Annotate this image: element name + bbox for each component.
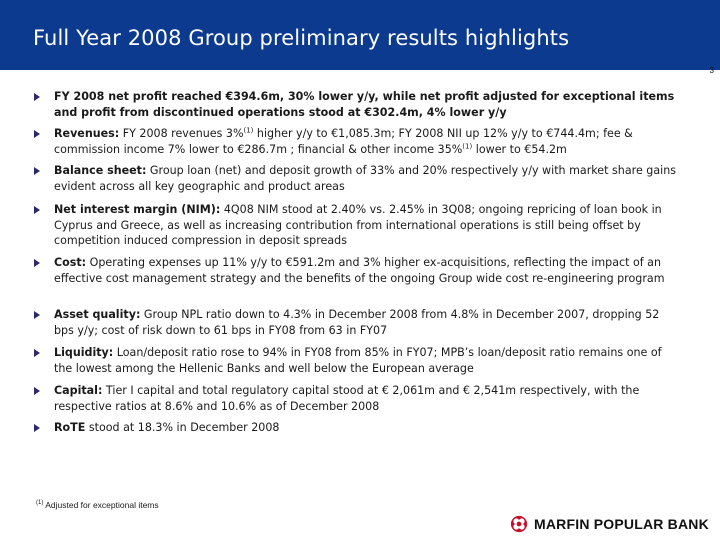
bullet-body: Tier I capital and total regulatory capi… bbox=[54, 384, 640, 413]
bullet-label: Liquidity: bbox=[54, 346, 114, 359]
footnote-text: Adjusted for exceptional items bbox=[43, 500, 159, 510]
footnote-marker: (1) bbox=[36, 500, 44, 507]
bullet-text: Liquidity: Loan/deposit ratio rose to 94… bbox=[54, 345, 682, 376]
bullet-label: Capital: bbox=[54, 384, 103, 397]
bullet-text: Capital: Tier I capital and total regula… bbox=[54, 383, 682, 414]
bullet-body: Group loan (net) and deposit growth of 3… bbox=[54, 164, 677, 193]
bullet-arrow-icon bbox=[34, 130, 40, 138]
footnote-ref: (1) bbox=[243, 126, 254, 135]
bullet-arrow-icon bbox=[34, 311, 40, 319]
bullet-label: Revenues: bbox=[54, 127, 120, 140]
bullet-text: FY 2008 net profit reached €394.6m, 30% … bbox=[54, 89, 682, 120]
bullet-body: stood at 18.3% in December 2008 bbox=[85, 421, 280, 434]
bullet-text: Cost: Operating expenses up 11% y/y to €… bbox=[54, 255, 682, 286]
bullet-label: Net interest margin (NIM): bbox=[54, 203, 221, 216]
bullet-label: Cost: bbox=[54, 256, 87, 269]
footnote-ref: (1) bbox=[462, 141, 473, 150]
bullet-text: RoTE stood at 18.3% in December 2008 bbox=[54, 420, 682, 436]
bullet-balance-sheet: Balance sheet: Group loan (net) and depo… bbox=[34, 163, 682, 194]
bullet-body: FY 2008 revenues 3% bbox=[119, 127, 244, 140]
bullet-net-interest-margin: Net interest margin (NIM): 4Q08 NIM stoo… bbox=[34, 202, 682, 249]
slide-title: Full Year 2008 Group preliminary results… bbox=[33, 26, 570, 50]
bullet-label: FY 2008 net profit reached €394.6m, 30% … bbox=[54, 90, 675, 119]
bullet-text: Balance sheet: Group loan (net) and depo… bbox=[54, 163, 682, 194]
bullet-revenues: Revenues: FY 2008 revenues 3%(1) higher … bbox=[34, 126, 682, 157]
bullet-arrow-icon bbox=[34, 93, 40, 101]
page-number: 3 bbox=[709, 66, 714, 75]
bullet-net-profit: FY 2008 net profit reached €394.6m, 30% … bbox=[34, 89, 682, 120]
logo-text: MARFIN POPULAR BANK bbox=[534, 516, 709, 532]
bullet-text: Asset quality: Group NPL ratio down to 4… bbox=[54, 307, 682, 338]
bullet-text: Revenues: FY 2008 revenues 3%(1) higher … bbox=[54, 126, 682, 157]
bullet-arrow-icon bbox=[34, 206, 40, 214]
bullet-arrow-icon bbox=[34, 424, 40, 432]
bullet-label: RoTE bbox=[54, 421, 86, 434]
bullet-cost: Cost: Operating expenses up 11% y/y to €… bbox=[34, 255, 682, 286]
footnote: (1) Adjusted for exceptional items bbox=[36, 500, 159, 510]
bullet-liquidity: Liquidity: Loan/deposit ratio rose to 94… bbox=[34, 345, 682, 376]
bullet-body: Loan/deposit ratio rose to 94% in FY08 f… bbox=[54, 346, 662, 375]
bullet-arrow-icon bbox=[34, 349, 40, 357]
bullet-body: Group NPL ratio down to 4.3% in December… bbox=[54, 308, 660, 337]
bullet-body: 4Q08 NIM stood at 2.40% vs. 2.45% in 3Q0… bbox=[54, 203, 662, 247]
bullet-arrow-icon bbox=[34, 259, 40, 267]
bullet-text: Net interest margin (NIM): 4Q08 NIM stoo… bbox=[54, 202, 682, 249]
bank-logo: MARFIN POPULAR BANK bbox=[510, 514, 709, 534]
bullet-arrow-icon bbox=[34, 387, 40, 395]
bullet-label: Balance sheet: bbox=[54, 164, 147, 177]
bullet-label: Asset quality: bbox=[54, 308, 141, 321]
bullet-body-end: lower to €54.2m bbox=[472, 142, 567, 156]
bullet-capital: Capital: Tier I capital and total regula… bbox=[34, 383, 682, 414]
bullet-body: Operating expenses up 11% y/y to €591.2m… bbox=[54, 256, 665, 285]
title-bar: Full Year 2008 Group preliminary results… bbox=[0, 0, 720, 70]
bullet-arrow-icon bbox=[34, 167, 40, 175]
bullet-asset-quality: Asset quality: Group NPL ratio down to 4… bbox=[34, 307, 682, 338]
bullet-body-continued: higher y/y to €1,085.3m; FY 2008 NII up … bbox=[54, 127, 633, 156]
marfin-popular-bank-logo-icon bbox=[510, 515, 528, 533]
bullet-rote: RoTE stood at 18.3% in December 2008 bbox=[34, 420, 682, 436]
